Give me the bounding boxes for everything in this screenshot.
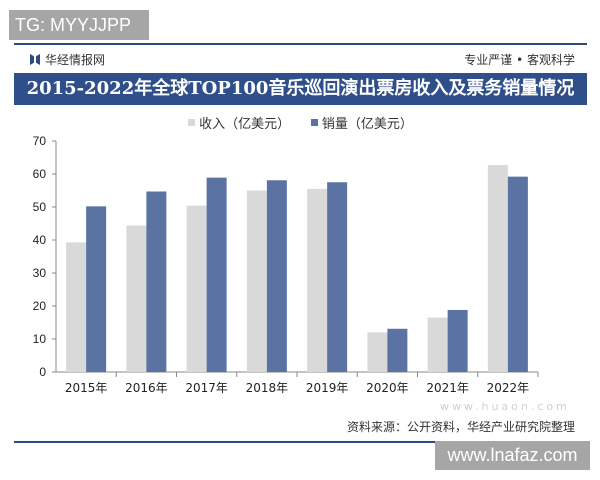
- x-tick-label: 2018年: [246, 381, 289, 395]
- x-tick-label: 2017年: [185, 381, 228, 395]
- y-tick-label: 60: [33, 167, 47, 181]
- y-tick-label: 30: [33, 266, 47, 280]
- bar-revenue: [487, 165, 508, 372]
- x-tick-label: 2015年: [65, 381, 108, 395]
- y-tick-label: 0: [39, 365, 46, 379]
- legend-swatch-revenue: [188, 119, 196, 126]
- logo-watermark: www.huaon.com: [440, 400, 570, 413]
- legend-label-sales: 销量（亿美元）: [321, 117, 413, 132]
- chart-title: 2015-2022年全球TOP100音乐巡回演出票房收入及票务销量情况: [14, 73, 587, 105]
- x-tick-label: 2022年: [487, 381, 530, 395]
- bar-sales: [507, 176, 528, 372]
- bar-sales: [327, 182, 348, 372]
- x-tick-label: 2016年: [125, 381, 168, 395]
- x-tick-label: 2020年: [366, 381, 409, 395]
- source-note: 资料来源：公开资料，华经产业研究院整理: [346, 420, 575, 434]
- bar-sales: [146, 191, 167, 372]
- watermark-site: www.lnafaz.com: [435, 441, 590, 470]
- bar-revenue: [66, 242, 87, 372]
- bar-sales: [206, 177, 227, 372]
- y-tick-label: 40: [33, 233, 47, 247]
- chart-card: 华经情报网 专业严谨 • 客观科学 2015-2022年全球TOP100音乐巡回…: [14, 43, 587, 443]
- legend-label-revenue: 收入（亿美元）: [199, 117, 291, 132]
- legend-swatch-sales: [310, 119, 318, 126]
- brand: 华经情报网: [30, 51, 105, 68]
- bar-revenue: [367, 332, 388, 372]
- y-tick-label: 70: [33, 134, 47, 148]
- bar-sales: [387, 328, 408, 372]
- bar-sales: [86, 206, 107, 372]
- bar-sales: [447, 309, 468, 372]
- x-tick-label: 2019年: [306, 381, 349, 395]
- watermark-tg: TG: MYYJJPP: [9, 10, 149, 40]
- y-tick-label: 20: [33, 299, 47, 313]
- y-tick-label: 10: [33, 332, 47, 346]
- legend: 收入（亿美元） 销量（亿美元）: [14, 113, 587, 132]
- brand-name: 华经情报网: [45, 53, 106, 67]
- slogan: 专业严谨 • 客观科学: [464, 53, 575, 67]
- bar-sales: [266, 180, 287, 372]
- x-tick-label: 2021年: [426, 381, 469, 395]
- y-tick-label: 50: [33, 200, 47, 214]
- bar-revenue: [307, 188, 328, 372]
- bar-revenue: [186, 205, 207, 372]
- bar-revenue: [126, 225, 147, 372]
- bar-revenue: [246, 190, 267, 372]
- bar-revenue: [427, 317, 448, 372]
